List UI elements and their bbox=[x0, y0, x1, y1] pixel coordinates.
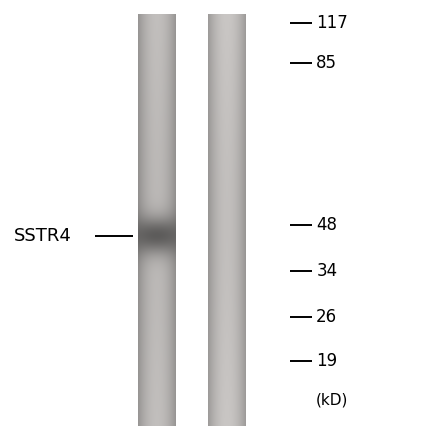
Text: SSTR4: SSTR4 bbox=[14, 227, 72, 245]
Text: 26: 26 bbox=[316, 308, 337, 326]
Text: 117: 117 bbox=[316, 14, 348, 32]
Text: 34: 34 bbox=[316, 262, 337, 280]
Text: 48: 48 bbox=[316, 216, 337, 234]
Text: 85: 85 bbox=[316, 54, 337, 72]
Text: 19: 19 bbox=[316, 352, 337, 370]
Text: (kD): (kD) bbox=[316, 392, 348, 407]
